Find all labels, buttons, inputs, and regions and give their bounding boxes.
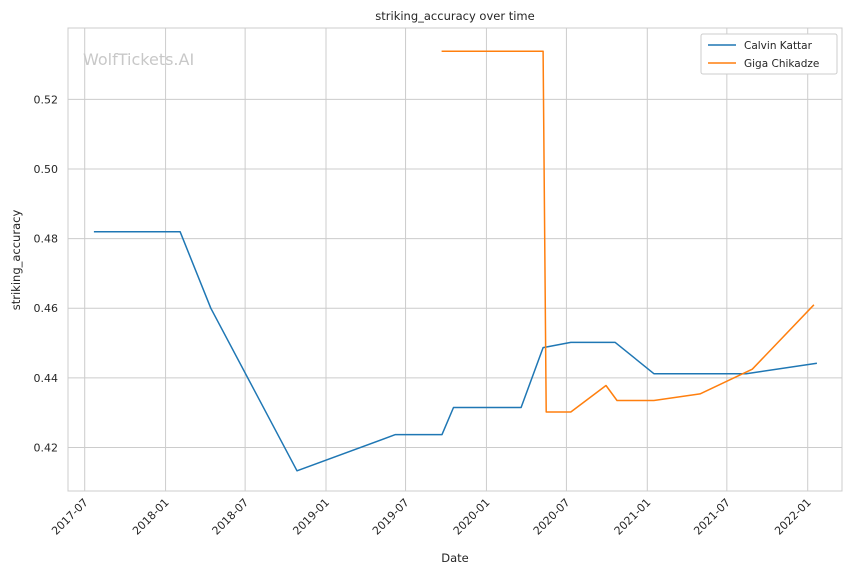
legend-label-calvin-kattar: Calvin Kattar [744, 40, 813, 52]
y-tick-label: 0.44 [34, 372, 59, 385]
watermark: WolfTickets.AI [83, 50, 194, 69]
x-tick-label: 2019-07 [370, 496, 412, 538]
legend: Calvin Kattar Giga Chikadze [700, 33, 838, 75]
x-tick-labels: 2017-07 2018-01 2018-07 2019-01 2019-07 2020-… [49, 496, 814, 538]
y-tick-label: 0.42 [34, 441, 59, 454]
x-tick-label: 2020-07 [531, 496, 573, 538]
x-tick-label: 2018-07 [210, 496, 252, 538]
plot-area [67, 27, 843, 492]
x-tick-label: 2017-07 [49, 496, 91, 538]
legend-label-giga-chikadze: Giga Chikadze [744, 58, 819, 70]
x-tick-label: 2021-07 [691, 496, 733, 538]
chart-title: striking_accuracy over time [375, 9, 534, 23]
y-axis-label: striking_accuracy [9, 210, 23, 311]
x-tick-label: 2022-01 [772, 496, 814, 538]
y-tick-label: 0.50 [34, 163, 59, 176]
series-line-calvin-kattar [93, 230, 818, 472]
x-axis-label: Date [441, 551, 469, 565]
y-tick-label: 0.52 [34, 93, 59, 106]
y-tick-labels: 0.42 0.44 0.46 0.48 0.50 0.52 [34, 93, 59, 454]
x-tick-label: 2021-01 [612, 496, 654, 538]
x-tick-label: 2018-01 [130, 496, 172, 538]
y-tick-label: 0.48 [34, 233, 59, 246]
series-line-giga-chikadze [441, 50, 815, 413]
x-tick-label: 2019-01 [290, 496, 332, 538]
x-tick-label: 2020-01 [451, 496, 493, 538]
grid-lines [68, 28, 842, 491]
legend-box [700, 33, 838, 75]
y-tick-label: 0.46 [34, 302, 59, 315]
series-lines [93, 50, 818, 472]
